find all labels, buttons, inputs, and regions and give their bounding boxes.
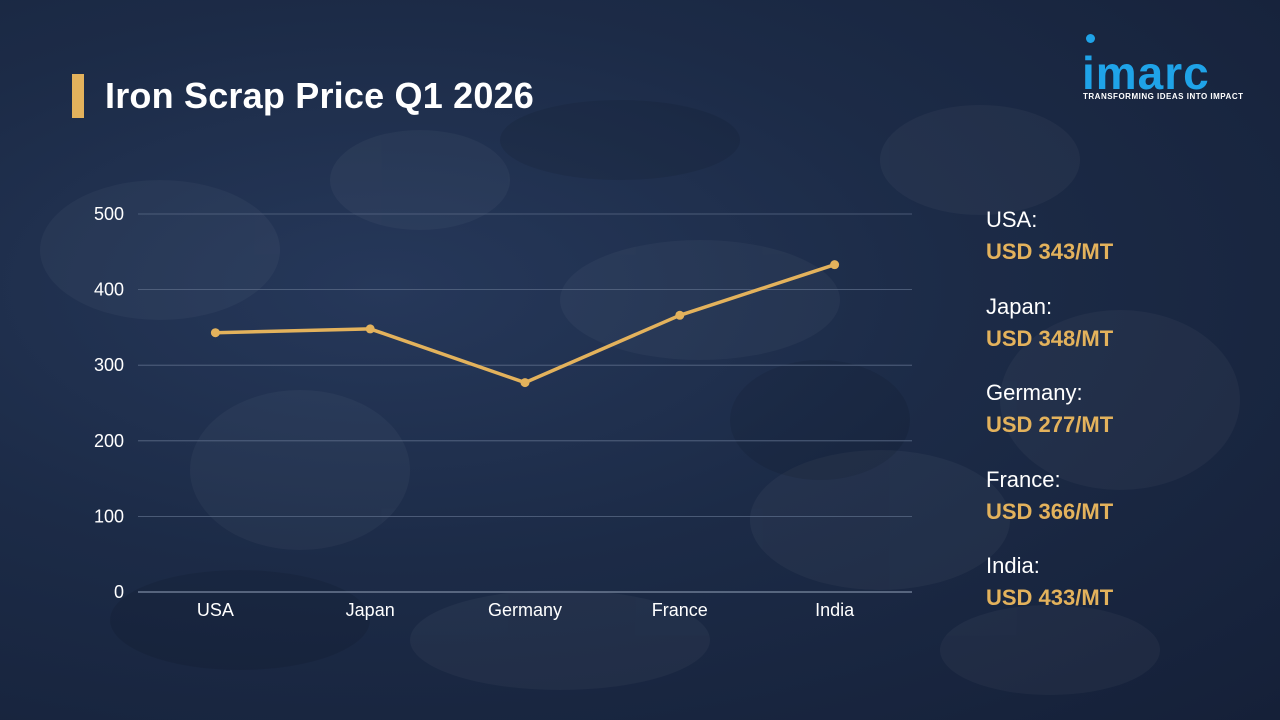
data-point	[520, 378, 530, 388]
x-axis-ticks: USA Japan Germany France India	[197, 600, 855, 620]
series-price	[210, 260, 840, 388]
y-tick-label: 100	[94, 506, 124, 526]
legend-country-label: France:	[986, 466, 1061, 492]
legend-price-value: USD 348/MT	[986, 325, 1114, 351]
x-tick-label: India	[815, 600, 855, 620]
legend-price-value: USD 277/MT	[986, 412, 1114, 437]
legend-country-label: Germany:	[986, 380, 1083, 405]
page-title: Iron Scrap Price Q1 2026	[105, 75, 535, 116]
logo-dot	[1086, 34, 1095, 43]
legend-price-value: USD 433/MT	[986, 585, 1114, 610]
logo-tagline: TRANSFORMING IDEAS INTO IMPACT	[1083, 92, 1244, 101]
x-tick-label: Japan	[346, 600, 395, 620]
x-tick-label: France	[652, 600, 708, 620]
price-legend: USA: USD 343/MT Japan: USD 348/MT Germany: US…	[986, 206, 1266, 639]
data-point	[365, 324, 375, 334]
legend-item: USA: USD 343/MT	[986, 206, 1266, 293]
legend-country-label: India:	[986, 553, 1040, 578]
x-tick-label: Germany	[488, 600, 562, 620]
data-point	[210, 328, 220, 338]
legend-price-value: USD 366/MT	[986, 498, 1114, 524]
title-block: Iron Scrap Price Q1 2026	[72, 74, 534, 118]
legend-item: Germany: USD 277/MT	[986, 379, 1266, 466]
legend-price-value: USD 343/MT	[986, 239, 1114, 264]
gridlines	[138, 213, 912, 593]
title-accent-bar	[72, 74, 84, 118]
legend-country-label: Japan:	[986, 293, 1053, 319]
legend-item: Japan: USD 348/MT	[986, 293, 1266, 380]
y-tick-label: 200	[94, 431, 124, 451]
y-tick-label: 0	[114, 582, 124, 602]
data-point	[830, 260, 840, 270]
y-tick-label: 400	[94, 280, 124, 300]
legend-item: India: USD 433/MT	[986, 552, 1266, 639]
logo-wordmark: imarc	[1082, 47, 1210, 99]
y-tick-label: 300	[94, 355, 124, 375]
data-point	[675, 310, 685, 320]
imarc-logo: imarc TRANSFORMING IDEAS INTO IMPACT	[1078, 30, 1248, 104]
y-axis-ticks: 0 100 200 300 400 500	[94, 204, 124, 602]
legend-item: France: USD 366/MT	[986, 466, 1266, 553]
legend-country-label: USA:	[986, 207, 1038, 232]
y-tick-label: 500	[94, 204, 124, 224]
x-tick-label: USA	[197, 600, 234, 620]
